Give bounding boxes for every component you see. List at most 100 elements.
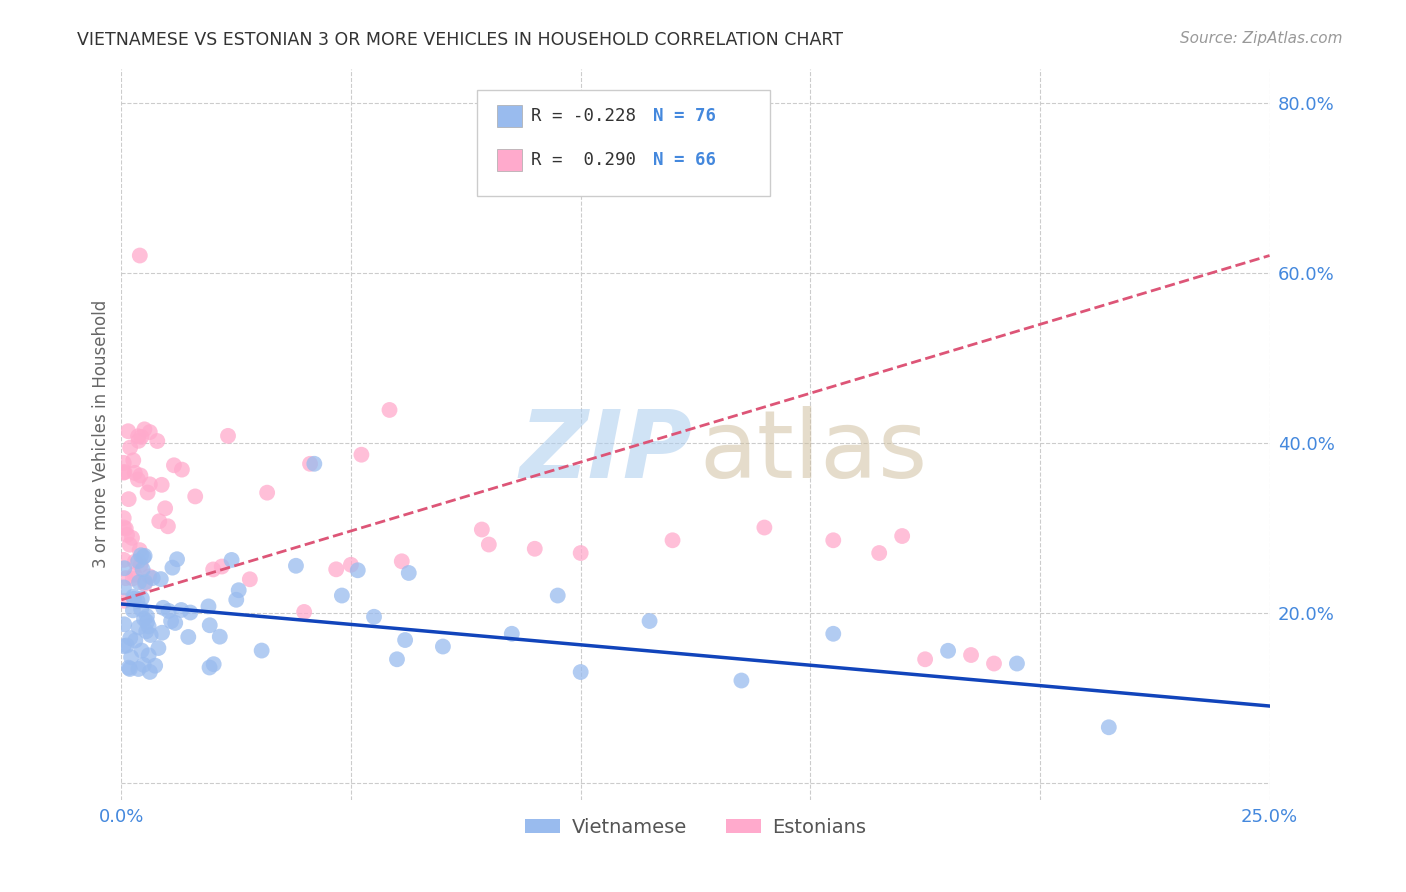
Point (134, 575, 156, 590)
Point (661, 533, 683, 548)
Text: ZIP: ZIP (519, 406, 692, 499)
Point (128, 248, 150, 262)
Point (325, 562, 347, 576)
Point (228, 583, 250, 598)
Text: Source: ZipAtlas.com: Source: ZipAtlas.com (1180, 31, 1343, 46)
Point (378, 403, 401, 417)
Point (134, 577, 156, 591)
Point (124, 555, 146, 569)
Point (868, 546, 890, 560)
Point (198, 618, 221, 632)
Point (118, 492, 141, 507)
Point (136, 615, 159, 629)
Point (131, 562, 153, 576)
Point (112, 617, 135, 632)
Point (132, 657, 155, 672)
Point (112, 561, 135, 575)
Point (638, 614, 661, 628)
Point (114, 465, 136, 479)
Point (184, 490, 207, 504)
Point (115, 639, 138, 653)
Point (914, 652, 936, 666)
Point (122, 591, 145, 606)
Point (385, 652, 408, 666)
Point (128, 620, 150, 634)
Point (239, 572, 262, 586)
Point (129, 602, 152, 616)
Point (122, 453, 145, 467)
Text: VIETNAMESE VS ESTONIAN 3 OR MORE VEHICLES IN HOUSEHOLD CORRELATION CHART: VIETNAMESE VS ESTONIAN 3 OR MORE VEHICLE… (77, 31, 844, 49)
Point (118, 538, 141, 552)
Point (117, 424, 139, 438)
Point (292, 605, 315, 619)
Point (121, 531, 143, 545)
Text: R = -0.228: R = -0.228 (531, 107, 637, 125)
Point (128, 575, 150, 590)
Point (202, 657, 225, 672)
Text: atlas: atlas (699, 406, 927, 499)
Point (1098, 720, 1121, 734)
Point (114, 571, 136, 585)
Point (960, 648, 983, 662)
Point (112, 639, 135, 653)
Point (150, 478, 173, 492)
Bar (496, 149, 522, 171)
Point (128, 543, 150, 558)
Point (127, 662, 149, 676)
Point (128, 434, 150, 448)
Point (129, 558, 152, 572)
Point (217, 429, 239, 443)
Point (569, 665, 592, 679)
Point (330, 589, 353, 603)
Point (112, 466, 135, 480)
Point (156, 519, 179, 533)
Point (1005, 657, 1028, 671)
Point (823, 533, 845, 548)
Text: N = 76: N = 76 (652, 107, 716, 125)
Point (127, 594, 149, 608)
Point (139, 665, 162, 679)
Point (136, 485, 159, 500)
Point (122, 603, 145, 617)
Point (118, 662, 141, 676)
Point (208, 630, 231, 644)
Point (936, 644, 959, 658)
Point (131, 591, 153, 606)
Point (157, 604, 180, 618)
Point (149, 572, 172, 586)
Point (346, 563, 368, 577)
Point (501, 627, 523, 641)
Point (569, 546, 592, 560)
Point (132, 550, 155, 565)
Point (135, 609, 157, 624)
Point (124, 567, 146, 582)
Point (134, 549, 156, 563)
Point (165, 615, 187, 630)
Point (211, 559, 233, 574)
Point (162, 560, 184, 574)
Point (122, 590, 145, 604)
Point (124, 466, 146, 480)
Point (523, 541, 546, 556)
Point (983, 657, 1005, 671)
Point (138, 569, 160, 583)
Point (197, 599, 219, 614)
Point (363, 609, 385, 624)
Point (112, 456, 135, 470)
Point (478, 537, 501, 551)
Point (304, 457, 326, 471)
Point (120, 631, 142, 645)
Point (170, 603, 193, 617)
Point (170, 462, 193, 476)
Point (120, 650, 142, 665)
Point (547, 589, 569, 603)
Point (202, 562, 225, 576)
Point (112, 553, 135, 567)
Point (177, 630, 200, 644)
Point (398, 566, 420, 580)
Text: R =  0.290: R = 0.290 (531, 151, 637, 169)
Y-axis label: 3 or more Vehicles in Household: 3 or more Vehicles in Household (93, 300, 110, 568)
Point (115, 528, 138, 542)
Point (471, 523, 494, 537)
Point (350, 448, 373, 462)
